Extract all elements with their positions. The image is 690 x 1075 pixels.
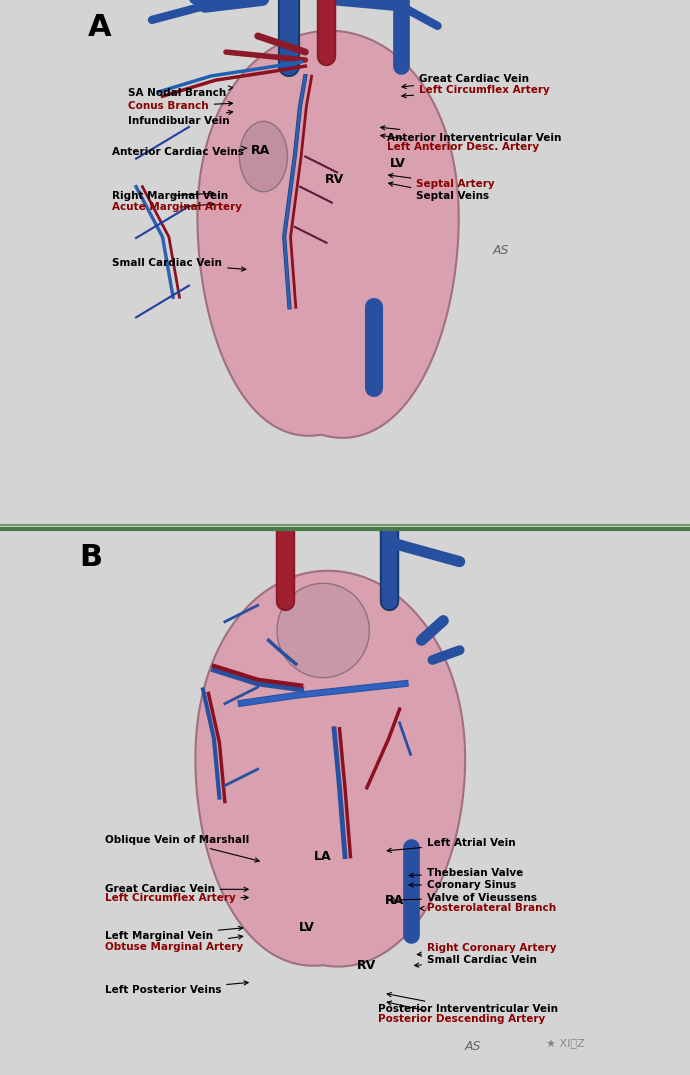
Text: RV: RV — [325, 173, 344, 186]
Text: Oblique Vein of Marshall: Oblique Vein of Marshall — [105, 835, 259, 862]
Text: Conus Branch: Conus Branch — [128, 101, 233, 112]
Text: Anterior Interventricular Vein: Anterior Interventricular Vein — [381, 126, 562, 143]
Text: Septal Artery: Septal Artery — [388, 173, 495, 189]
Text: LV: LV — [390, 157, 406, 171]
Text: LV: LV — [299, 921, 315, 934]
Text: Left Marginal Vein: Left Marginal Vein — [105, 927, 243, 941]
Ellipse shape — [277, 584, 369, 677]
Polygon shape — [197, 31, 459, 438]
Text: ★ XI乙Z: ★ XI乙Z — [546, 1038, 585, 1048]
Text: Right Coronary Artery: Right Coronary Artery — [417, 943, 556, 957]
Text: B: B — [79, 543, 102, 572]
Text: Great Cardiac Vein: Great Cardiac Vein — [402, 74, 529, 88]
Text: Small Cardiac Vein: Small Cardiac Vein — [112, 258, 246, 271]
Text: AS: AS — [493, 244, 509, 257]
Text: AS: AS — [465, 1041, 482, 1054]
Text: Acute Marginal Artery: Acute Marginal Artery — [112, 202, 242, 213]
Text: Coronary Sinus: Coronary Sinus — [409, 880, 516, 890]
Text: Great Cardiac Vein: Great Cardiac Vein — [105, 885, 248, 894]
Text: Posterior Descending Artery: Posterior Descending Artery — [377, 1001, 545, 1023]
Text: Left Circumflex Artery: Left Circumflex Artery — [402, 85, 550, 98]
Text: Septal Veins: Septal Veins — [388, 182, 489, 201]
Text: Anterior Cardiac Veins: Anterior Cardiac Veins — [112, 146, 247, 157]
Polygon shape — [195, 571, 465, 966]
Text: Left Anterior Desc. Artery: Left Anterior Desc. Artery — [381, 134, 540, 152]
Text: Posterior Interventricular Vein: Posterior Interventricular Vein — [377, 992, 558, 1015]
Text: LA: LA — [315, 850, 332, 863]
Text: Thebesian Valve: Thebesian Valve — [409, 868, 523, 878]
Text: Right Marginal Vein: Right Marginal Vein — [112, 190, 228, 201]
Text: RA: RA — [384, 893, 404, 906]
Text: Valve of Vieussens: Valve of Vieussens — [390, 892, 537, 903]
Text: Left Posterior Veins: Left Posterior Veins — [105, 980, 248, 995]
Text: RA: RA — [250, 144, 270, 157]
Text: Left Circumflex Artery: Left Circumflex Artery — [105, 892, 248, 903]
Ellipse shape — [239, 121, 288, 191]
Text: Left Atrial Vein: Left Atrial Vein — [387, 837, 515, 852]
Text: A: A — [88, 13, 111, 42]
Text: Obtuse Marginal Artery: Obtuse Marginal Artery — [105, 935, 243, 951]
Text: Posterolateral Branch: Posterolateral Branch — [420, 903, 556, 914]
Text: Small Cardiac Vein: Small Cardiac Vein — [415, 956, 537, 968]
Text: SA Nodal Branch: SA Nodal Branch — [128, 86, 233, 98]
Text: RV: RV — [357, 959, 377, 972]
Text: Infundibular Vein: Infundibular Vein — [128, 111, 233, 126]
